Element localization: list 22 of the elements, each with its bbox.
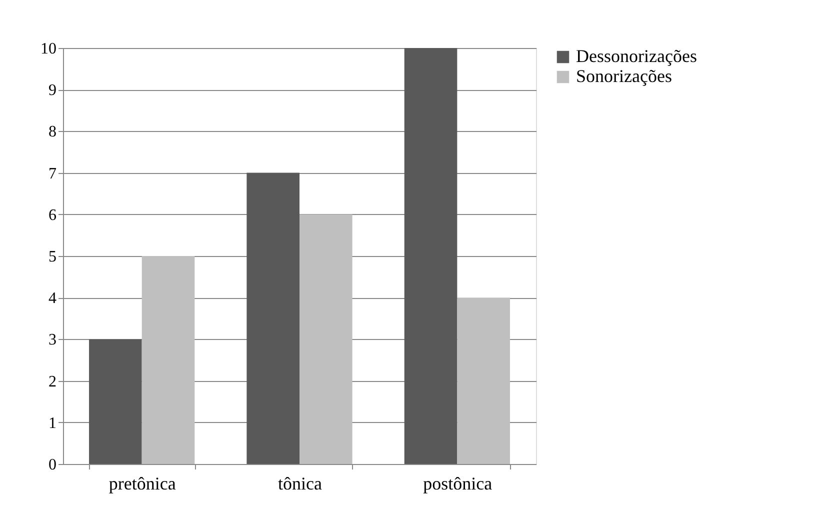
y-tick-label: 5 [48, 248, 56, 266]
x-tick-label: tônica [278, 474, 322, 494]
x-tick-label: pretônica [108, 474, 176, 494]
y-tick-label: 3 [48, 332, 56, 349]
y-tick-label: 4 [48, 290, 56, 308]
y-tick-label: 6 [48, 206, 56, 224]
legend-label: Sonorizações [576, 66, 672, 86]
bar [457, 298, 510, 464]
y-tick-label: 8 [48, 124, 56, 141]
y-tick-label: 10 [40, 40, 56, 58]
y-tick-label: 7 [48, 165, 56, 182]
legend-label: Dessonorizações [576, 46, 697, 66]
y-tick-label: 2 [48, 373, 56, 390]
bar [89, 339, 142, 464]
bar [142, 256, 195, 464]
y-tick-label: 1 [48, 414, 56, 432]
bar [300, 214, 352, 464]
x-tick-label: postônica [423, 474, 492, 494]
bar [246, 172, 300, 464]
bar [404, 48, 458, 464]
y-tick-label: 9 [48, 82, 56, 100]
y-tick-label: 0 [48, 456, 56, 474]
